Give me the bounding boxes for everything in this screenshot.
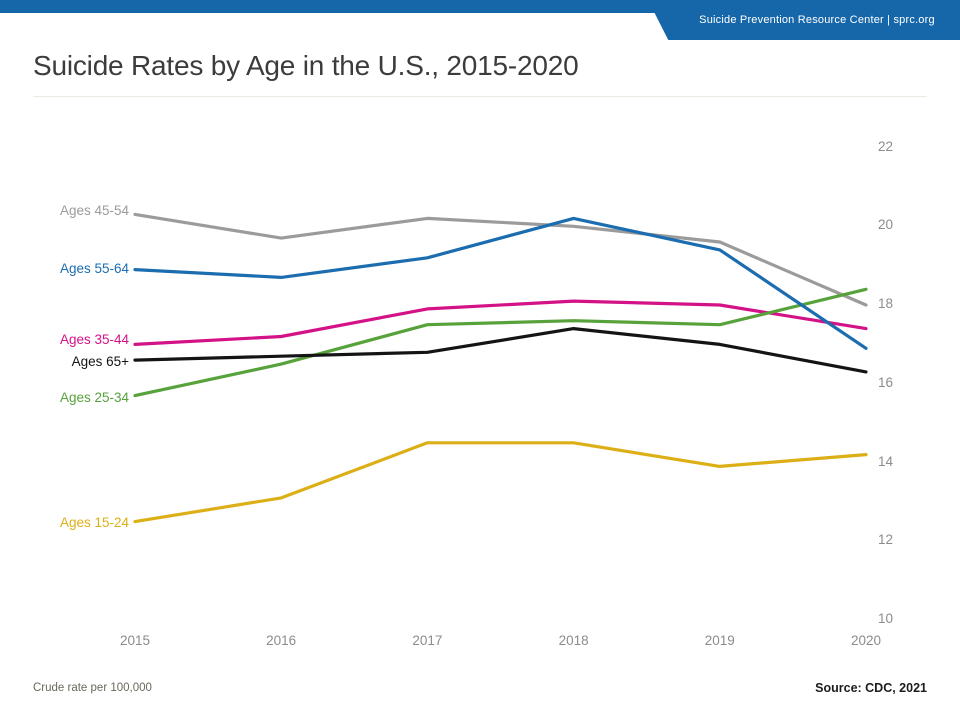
x-tick-label: 2019 <box>704 633 735 648</box>
series-label-ages-45-54: Ages 45-54 <box>59 203 129 219</box>
series-line-ages-55-64 <box>133 216 868 350</box>
footnote: Crude rate per 100,000 <box>33 682 152 694</box>
x-tick-label: 2016 <box>266 633 297 648</box>
source-credit: Source: CDC, 2021 <box>815 681 927 695</box>
banner-text: Suicide Prevention Resource Center | spr… <box>699 14 935 26</box>
header-banner: Suicide Prevention Resource Center | spr… <box>648 0 960 40</box>
series-label-ages-35-44: Ages 35-44 <box>59 332 129 348</box>
y-tick-label: 16 <box>878 374 894 390</box>
x-tick-label: 2017 <box>412 633 443 648</box>
series-label-ages-65-: Ages 65+ <box>71 354 129 370</box>
y-tick-label: 18 <box>878 296 894 311</box>
series-label-ages-15-24: Ages 15-24 <box>59 514 129 530</box>
y-tick-label: 20 <box>878 217 894 233</box>
series-line-ages-65- <box>133 327 868 374</box>
series-line-ages-35-44 <box>133 299 868 346</box>
x-tick-label: 2015 <box>119 633 151 648</box>
series-label-ages-25-34: Ages 25-34 <box>59 389 129 405</box>
title-divider <box>33 96 927 97</box>
series-line-ages-25-34 <box>133 287 868 398</box>
x-tick-label: 2018 <box>558 633 589 648</box>
series-line-ages-15-24 <box>133 441 868 524</box>
y-tick-label: 12 <box>878 532 894 548</box>
series-line-ages-45-54 <box>133 212 868 307</box>
y-tick-label: 22 <box>878 138 894 154</box>
x-tick-label: 2020 <box>850 633 882 648</box>
page-title: Suicide Rates by Age in the U.S., 2015-2… <box>33 50 579 81</box>
y-tick-label: 14 <box>878 453 894 469</box>
series-label-ages-55-64: Ages 55-64 <box>59 260 129 276</box>
y-tick-label: 10 <box>878 611 894 626</box>
